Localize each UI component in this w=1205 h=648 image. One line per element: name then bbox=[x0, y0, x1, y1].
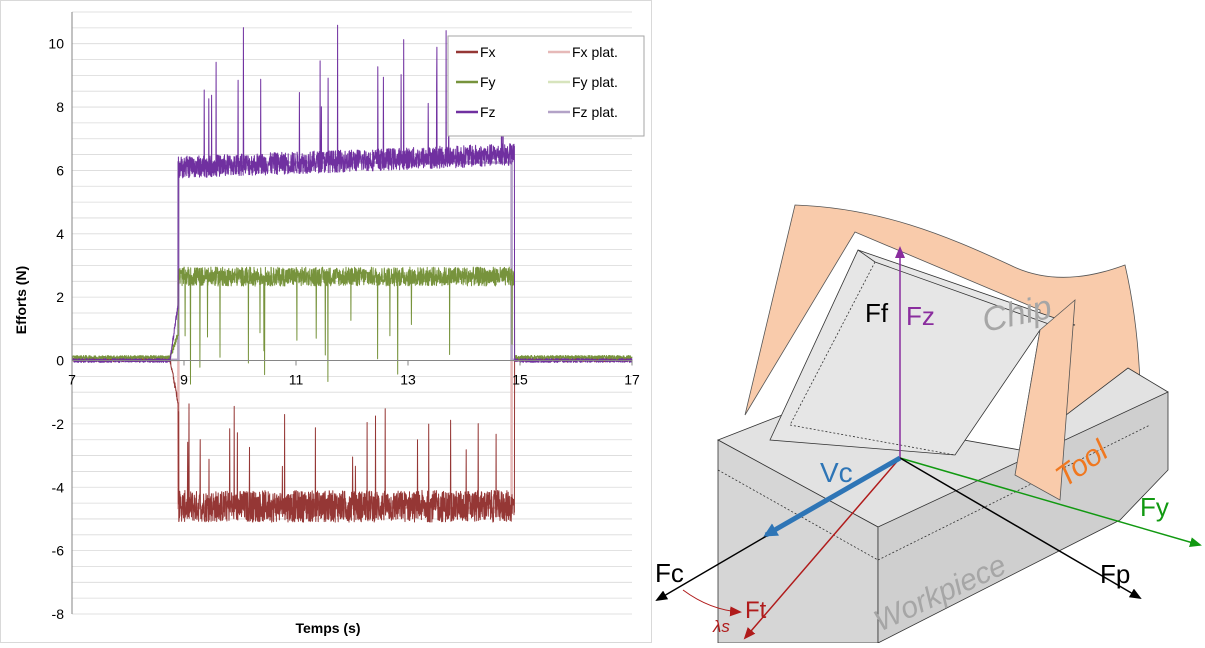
fp-label: Fp bbox=[1100, 559, 1130, 589]
x-tick-label: 15 bbox=[512, 372, 528, 388]
chip-hidden-edge bbox=[789, 261, 876, 426]
lambda-arc bbox=[682, 589, 742, 617]
y-tick-label: -8 bbox=[52, 606, 65, 622]
legend-label: Fy bbox=[480, 74, 496, 90]
y-tick-label: -2 bbox=[52, 416, 65, 432]
cutting-diagram: Chip Tool Workpiece Vc Ff Fz Fc Fp Fy Ft… bbox=[652, 0, 1205, 644]
legend-label: Fy plat. bbox=[572, 74, 618, 90]
x-tick-label: 17 bbox=[624, 372, 640, 388]
fz-label: Fz bbox=[906, 301, 935, 331]
y-tick-label: 6 bbox=[56, 162, 64, 178]
y-tick-label: 8 bbox=[56, 99, 64, 115]
x-tick-label: 13 bbox=[400, 372, 416, 388]
cut-depth-line bbox=[717, 469, 879, 561]
y-tick-label: 4 bbox=[56, 226, 64, 242]
workpiece-right-face bbox=[877, 391, 1169, 644]
axes: -8 -6 -4 -2 0 2 4 6 8 10 7 9 11 13 15 17 bbox=[48, 12, 640, 622]
x-tick-label: 9 bbox=[180, 372, 188, 388]
legend-label: Fx bbox=[480, 44, 496, 60]
cutting-forces-diagram: Chip Tool Workpiece Vc Ff Fz Fc Fp Fy Ft… bbox=[655, 204, 1202, 644]
ff-label: Ff bbox=[865, 298, 889, 328]
grid-lines bbox=[72, 11, 632, 615]
ft-arrow bbox=[743, 457, 901, 640]
legend-label: Fz plat. bbox=[572, 104, 618, 120]
y-tick-label: 0 bbox=[56, 353, 64, 369]
lambda-label: λs bbox=[712, 617, 730, 636]
y-tick-label: -6 bbox=[52, 543, 65, 559]
vc-arrow bbox=[763, 455, 902, 538]
x-tick-label: 11 bbox=[289, 372, 304, 388]
y-tick-label: 2 bbox=[56, 289, 64, 305]
fy-label: Fy bbox=[1140, 492, 1169, 522]
ft-label: Ft bbox=[745, 597, 767, 624]
y-axis-label: Efforts (N) bbox=[13, 266, 29, 334]
force-chart: -8 -6 -4 -2 0 2 4 6 8 10 7 9 11 13 15 17 Temps (s) Effo… bbox=[0, 0, 652, 643]
series-layer bbox=[71, 24, 633, 523]
legend-label: Fx plat. bbox=[572, 44, 618, 60]
series-line bbox=[71, 266, 633, 385]
fp-arrow bbox=[899, 457, 1142, 600]
x-tick-label: 7 bbox=[68, 372, 76, 388]
y-tick-label: 10 bbox=[48, 36, 64, 52]
legend: Fx Fx plat. Fy Fy plat. Fz Fz plat. bbox=[447, 35, 645, 137]
tool-edge bbox=[1014, 299, 1076, 501]
cut-depth-line-2 bbox=[877, 424, 1151, 561]
chart-panel: -8 -6 -4 -2 0 2 4 6 8 10 7 9 11 13 15 17 Temps (s) Effo… bbox=[0, 0, 652, 643]
fc-label: Fc bbox=[655, 558, 684, 588]
x-axis-label: Temps (s) bbox=[295, 620, 360, 636]
y-tick-label: -4 bbox=[52, 479, 65, 495]
legend-box bbox=[447, 35, 645, 137]
legend-label: Fz bbox=[480, 104, 496, 120]
series-line bbox=[71, 24, 633, 363]
vc-label: Vc bbox=[820, 457, 853, 488]
fy-arrow bbox=[899, 457, 1202, 548]
